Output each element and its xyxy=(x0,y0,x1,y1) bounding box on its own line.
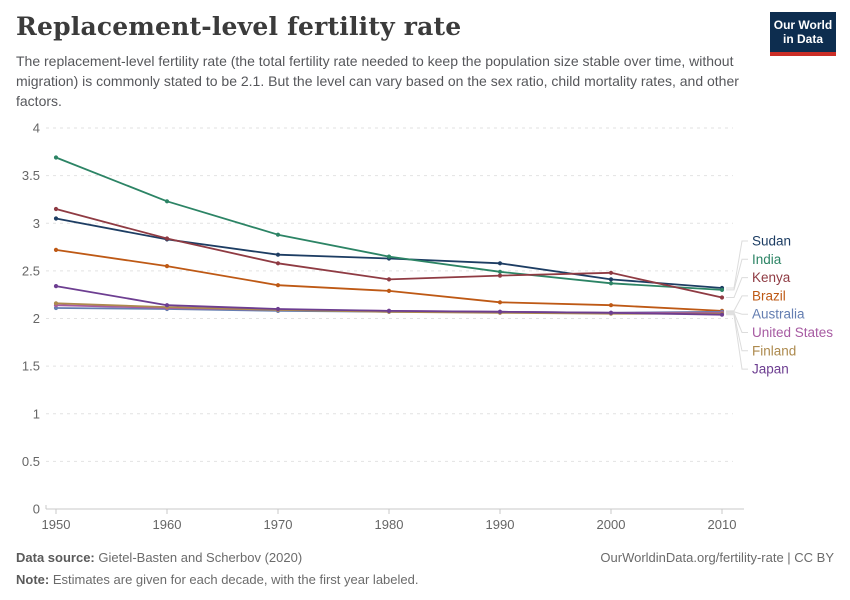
x-tick-label: 1970 xyxy=(264,517,293,532)
owid-logo[interactable]: Our World in Data xyxy=(770,12,836,56)
page-subtitle: The replacement-level fertility rate (th… xyxy=(16,53,739,109)
y-tick-label: 3.5 xyxy=(22,168,40,183)
x-tick-label: 1990 xyxy=(486,517,515,532)
data-source: Data source: Gietel-Basten and Scherbov … xyxy=(16,547,302,569)
series-marker-sudan xyxy=(53,216,59,221)
series-marker-india xyxy=(608,281,614,286)
footer: Data source: Gietel-Basten and Scherbov … xyxy=(16,547,834,591)
series-marker-kenya xyxy=(164,236,170,241)
series-marker-brazil xyxy=(497,300,503,305)
x-tick-label: 2010 xyxy=(708,517,737,532)
series-marker-india xyxy=(719,287,725,292)
legend-label-finland[interactable]: Finland xyxy=(752,343,796,358)
y-tick-label: 2 xyxy=(33,311,40,326)
x-tick-label: 1950 xyxy=(42,517,71,532)
y-tick-label: 0 xyxy=(33,502,40,517)
series-marker-sudan xyxy=(608,277,614,282)
footer-row-source: Data source: Gietel-Basten and Scherbov … xyxy=(16,547,834,569)
y-tick-label: 0.5 xyxy=(22,454,40,469)
series-marker-japan xyxy=(164,303,170,308)
series-marker-brazil xyxy=(164,264,170,269)
x-tick-label: 1960 xyxy=(153,517,182,532)
legend-label-australia[interactable]: Australia xyxy=(752,307,805,322)
legend-label-sudan[interactable]: Sudan xyxy=(752,234,791,249)
legend-connector-brazil xyxy=(726,295,748,312)
series-kenya[interactable] xyxy=(53,206,725,300)
legend-connector-kenya xyxy=(726,277,748,298)
y-tick-label: 3 xyxy=(33,216,40,231)
series-marker-finland xyxy=(53,301,59,306)
legend-label-india[interactable]: India xyxy=(752,252,782,267)
series-marker-india xyxy=(53,155,59,160)
legend-connector-united-states xyxy=(726,312,748,333)
legend-connector-india xyxy=(726,258,748,291)
legend-connector-finland xyxy=(726,313,748,352)
series-marker-kenya xyxy=(497,273,503,278)
series-marker-india xyxy=(275,232,281,237)
x-tick-label: 1980 xyxy=(375,517,404,532)
note-value: Estimates are given for each decade, wit… xyxy=(49,572,419,588)
series-marker-brazil xyxy=(53,247,59,252)
owid-logo-line2: in Data xyxy=(782,32,823,47)
y-tick-label: 4 xyxy=(33,121,40,136)
legend-label-kenya[interactable]: Kenya xyxy=(752,270,791,285)
x-tick-label: 2000 xyxy=(597,517,626,532)
series-marker-kenya xyxy=(386,277,392,282)
series-marker-japan xyxy=(386,308,392,313)
series-japan[interactable] xyxy=(53,284,725,317)
data-source-value: Gietel-Basten and Scherbov (2020) xyxy=(94,550,303,565)
series-marker-india xyxy=(164,199,170,204)
series-marker-japan xyxy=(275,306,281,312)
series-marker-japan xyxy=(497,309,503,314)
series-marker-japan xyxy=(53,284,59,289)
series-marker-brazil xyxy=(275,283,281,288)
series-marker-brazil xyxy=(608,303,614,308)
chart-header: Replacement-level fertility rate The rep… xyxy=(16,12,836,112)
legend-label-united-states[interactable]: United States xyxy=(752,325,833,340)
owid-logo-line1: Our World xyxy=(773,18,833,32)
series-marker-kenya xyxy=(53,206,59,212)
legend-connector-australia xyxy=(726,311,748,315)
series-marker-kenya xyxy=(275,261,281,266)
series-marker-japan xyxy=(719,312,725,317)
series-india[interactable] xyxy=(53,155,725,292)
series-marker-kenya xyxy=(608,270,614,275)
data-source-label: Data source: xyxy=(16,550,95,565)
y-tick-label: 1 xyxy=(33,406,40,421)
footer-row-note: Note: Estimates are given for each decad… xyxy=(16,569,834,591)
legend-label-brazil[interactable]: Brazil xyxy=(752,288,786,303)
fertility-chart: 0 0.5 1 1.5 2 2.5 3 3.5 4 1950 1960 1970 1980 1990 200… xyxy=(22,121,833,533)
series-marker-sudan xyxy=(275,252,281,257)
series-marker-india xyxy=(497,269,503,274)
y-tick-label: 1.5 xyxy=(22,359,40,374)
series-marker-india xyxy=(386,254,392,259)
series-marker-brazil xyxy=(386,288,392,293)
legend-label-japan[interactable]: Japan xyxy=(752,362,789,377)
page-title: Replacement-level fertility rate xyxy=(16,12,462,41)
series-marker-kenya xyxy=(719,295,725,300)
y-tick-label: 2.5 xyxy=(22,263,40,278)
series-marker-japan xyxy=(608,310,614,315)
series-marker-sudan xyxy=(497,261,503,266)
note-label: Note: xyxy=(16,572,50,588)
owid-cc-link[interactable]: OurWorldinData.org/fertility-rate | CC B… xyxy=(600,550,834,565)
legend-connector-japan xyxy=(726,314,748,370)
legend-connector-sudan xyxy=(726,240,748,289)
